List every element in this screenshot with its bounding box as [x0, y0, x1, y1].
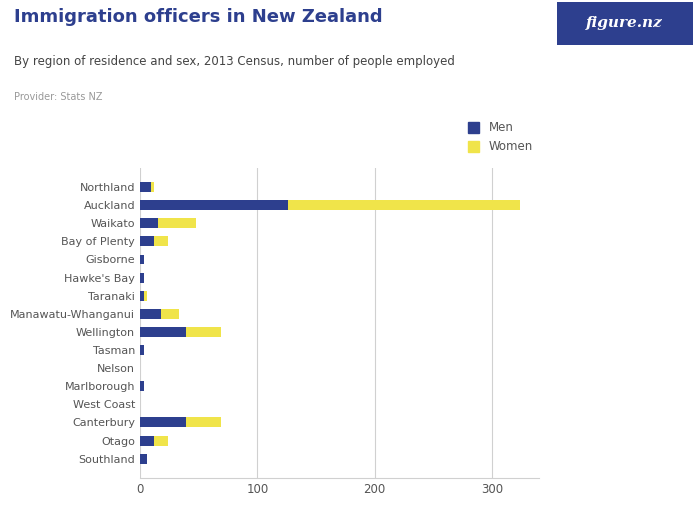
Bar [140, 381, 143, 391]
Bar [150, 182, 154, 192]
Bar [154, 436, 168, 446]
Bar [140, 436, 154, 446]
Text: Provider: Stats NZ: Provider: Stats NZ [14, 92, 102, 102]
Bar [140, 309, 161, 319]
Bar [158, 218, 196, 228]
Bar [140, 417, 186, 427]
Bar [140, 345, 143, 355]
Bar [186, 327, 221, 337]
Bar [144, 291, 147, 301]
Bar [140, 236, 154, 246]
Bar [140, 255, 143, 265]
Bar [161, 309, 178, 319]
Bar [154, 236, 168, 246]
Text: By region of residence and sex, 2013 Census, number of people employed: By region of residence and sex, 2013 Cen… [14, 55, 455, 68]
Bar [140, 454, 147, 464]
Bar [186, 417, 221, 427]
Text: Immigration officers in New Zealand: Immigration officers in New Zealand [14, 8, 383, 26]
Bar [140, 218, 158, 228]
Bar [140, 291, 143, 301]
Text: figure.nz: figure.nz [587, 16, 663, 30]
Bar [288, 200, 520, 210]
Bar [140, 200, 288, 210]
Bar [140, 272, 143, 282]
Legend: Men, Women: Men, Women [468, 121, 533, 153]
Bar [140, 182, 150, 192]
Bar [140, 327, 186, 337]
